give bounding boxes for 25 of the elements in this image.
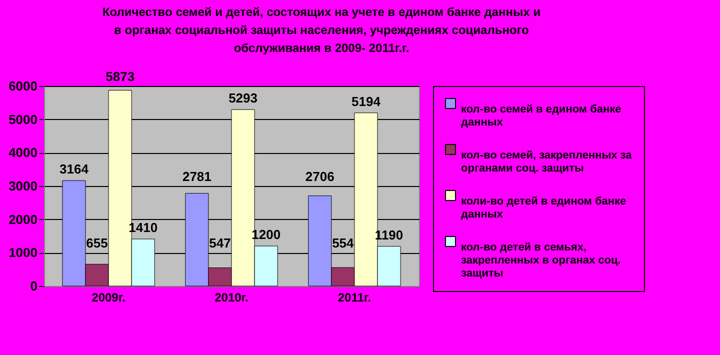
y-tick-label: 3000 xyxy=(8,178,38,194)
y-tick-label: 5000 xyxy=(8,112,38,127)
y-tick-label: 0 xyxy=(30,278,38,294)
legend-label: кол-во семей в едином банке данных xyxy=(461,104,622,128)
y-tick-label: 2000 xyxy=(8,212,38,227)
x-tick-label: 2010г. xyxy=(214,290,248,304)
x-tick-label: 2009г. xyxy=(92,290,126,304)
y-tick-label: 4000 xyxy=(8,145,38,160)
legend-label: кол-во детей в семьях, закрепленных в органах соц. защиты xyxy=(461,242,621,280)
data-label: 554 xyxy=(332,236,355,251)
chart-title: Количество семей и детей, состоящих на учете в едином банке данных и в органах социальной защиты населения, учреждениях социального обслуживания в 2009- 2011г.г. xyxy=(102,5,541,55)
data-label: 3164 xyxy=(60,162,90,177)
data-label: 5293 xyxy=(228,90,258,106)
data-label: 655 xyxy=(86,236,108,251)
y-tick-label: 6000 xyxy=(8,78,38,94)
legend-label: кол-во семей, закрепленных за органами соц. защиты xyxy=(461,150,633,174)
x-tick-label: 2011г. xyxy=(338,290,372,304)
data-label: 2781 xyxy=(182,169,212,184)
data-label: 547 xyxy=(209,236,231,251)
y-tick-label: 1000 xyxy=(8,245,38,260)
data-label: 5873 xyxy=(106,69,135,84)
data-label: 2706 xyxy=(305,169,334,184)
legend-label: коли-во детей в едином банке данных xyxy=(461,196,626,220)
data-label: 5194 xyxy=(352,94,382,109)
data-label: 1190 xyxy=(374,227,404,242)
